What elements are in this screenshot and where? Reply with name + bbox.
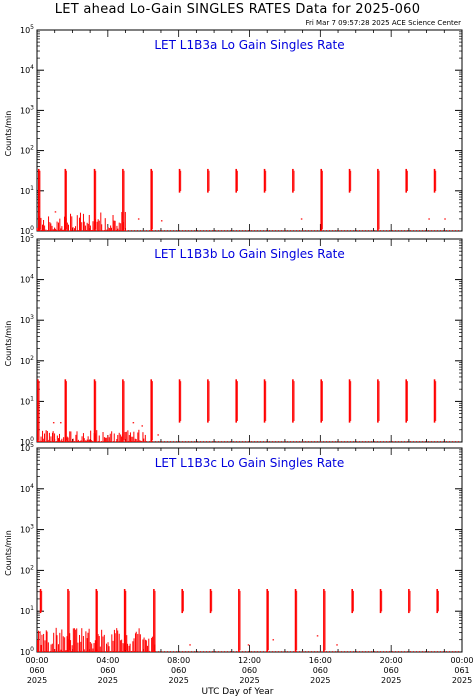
timestamp: Fri Mar 7 09:57:28 2025 ACE Science Cent… xyxy=(305,19,461,27)
x-tick-label: 2025 xyxy=(27,676,47,685)
y-tick-label: 104 xyxy=(20,274,34,285)
y-axis-label: Counts/min xyxy=(4,111,13,157)
x-axis-title: UTC Day of Year xyxy=(201,687,274,697)
panel-title: LET L1B3a Lo Gain Singles Rate xyxy=(154,38,344,52)
data-dot xyxy=(336,644,338,646)
y-tick-label: 100 xyxy=(20,436,34,447)
y-tick-label: 104 xyxy=(20,64,34,75)
x-tick-label: 060 xyxy=(100,666,115,675)
x-tick-label: 00:00 xyxy=(25,656,48,665)
x-tick-label: 2025 xyxy=(168,676,188,685)
data-dot xyxy=(54,211,57,213)
data-dot xyxy=(316,635,319,637)
panel-frame xyxy=(36,29,463,232)
y-tick-label: 105 xyxy=(20,233,34,244)
y-tick-label: 102 xyxy=(20,355,34,366)
data-dot xyxy=(189,644,191,646)
x-tick-label: 060 xyxy=(171,666,186,675)
x-tick-label: 060 xyxy=(29,666,44,675)
y-tick-label: 103 xyxy=(20,104,34,115)
panel-2: 100 101 102 103 104 105 Counts/min LET L1B3b Lo… xyxy=(4,233,463,447)
data-dot xyxy=(160,220,163,222)
y-tick-label: 105 xyxy=(20,24,34,35)
x-tick-label: 00:00 xyxy=(450,656,473,665)
y-tick-label: 103 xyxy=(20,524,34,535)
x-tick-label: 061 xyxy=(454,666,469,675)
y-tick-label: 101 xyxy=(20,185,34,196)
x-tick-label: 2025 xyxy=(98,676,118,685)
y-tick-label: 100 xyxy=(20,646,34,657)
x-tick-label: 20:00 xyxy=(380,656,403,665)
panel-title: LET L1B3b Lo Gain Singles Rate xyxy=(154,247,345,261)
data-dot xyxy=(137,218,140,220)
x-tick-label: 060 xyxy=(384,666,399,675)
y-tick-label: 101 xyxy=(20,605,34,616)
x-tick-label: 2025 xyxy=(239,676,259,685)
data-dot xyxy=(444,218,446,220)
panel-frame xyxy=(36,238,463,443)
x-tick-label: 12:00 xyxy=(238,656,261,665)
x-tick-label: 060 xyxy=(313,666,328,675)
y-tick-label: 104 xyxy=(20,483,34,494)
data-dot xyxy=(60,422,62,424)
panel-frame xyxy=(36,447,463,653)
x-tick-label: 16:00 xyxy=(309,656,332,665)
panel-title: LET L1B3c Lo Gain Singles Rate xyxy=(155,456,345,470)
chart-title: LET ahead Lo-Gain SINGLES RATES Data for… xyxy=(54,2,421,17)
x-tick-label: 08:00 xyxy=(167,656,190,665)
y-tick-label: 103 xyxy=(20,314,34,325)
y-tick-label: 102 xyxy=(20,145,34,156)
panel-3: 100 101 102 103 104 105 Counts/min LET L1B3c Lo… xyxy=(4,442,463,657)
y-tick-label: 101 xyxy=(20,395,34,406)
y-tick-label: 105 xyxy=(20,442,34,453)
x-tick-label: 04:00 xyxy=(96,656,119,665)
y-tick-label: 100 xyxy=(20,225,34,236)
x-tick-label: 2025 xyxy=(452,676,472,685)
data-dot xyxy=(428,218,430,220)
data-dot xyxy=(272,639,275,641)
data-dot xyxy=(141,425,143,427)
y-axis-label: Counts/min xyxy=(4,530,13,576)
data-dot xyxy=(300,218,303,220)
data-dot xyxy=(52,422,55,424)
data-dot xyxy=(132,422,135,424)
x-tick-label: 060 xyxy=(242,666,257,675)
x-tick-label: 2025 xyxy=(381,676,401,685)
data-dot xyxy=(157,434,159,436)
data-dot xyxy=(247,644,250,646)
y-tick-label: 102 xyxy=(20,564,34,575)
panel-1: 100 101 102 103 104 105 Counts/min LET L1B3a Lo… xyxy=(4,24,463,236)
y-axis-label: Counts/min xyxy=(4,321,13,367)
x-tick-label: 2025 xyxy=(310,676,330,685)
